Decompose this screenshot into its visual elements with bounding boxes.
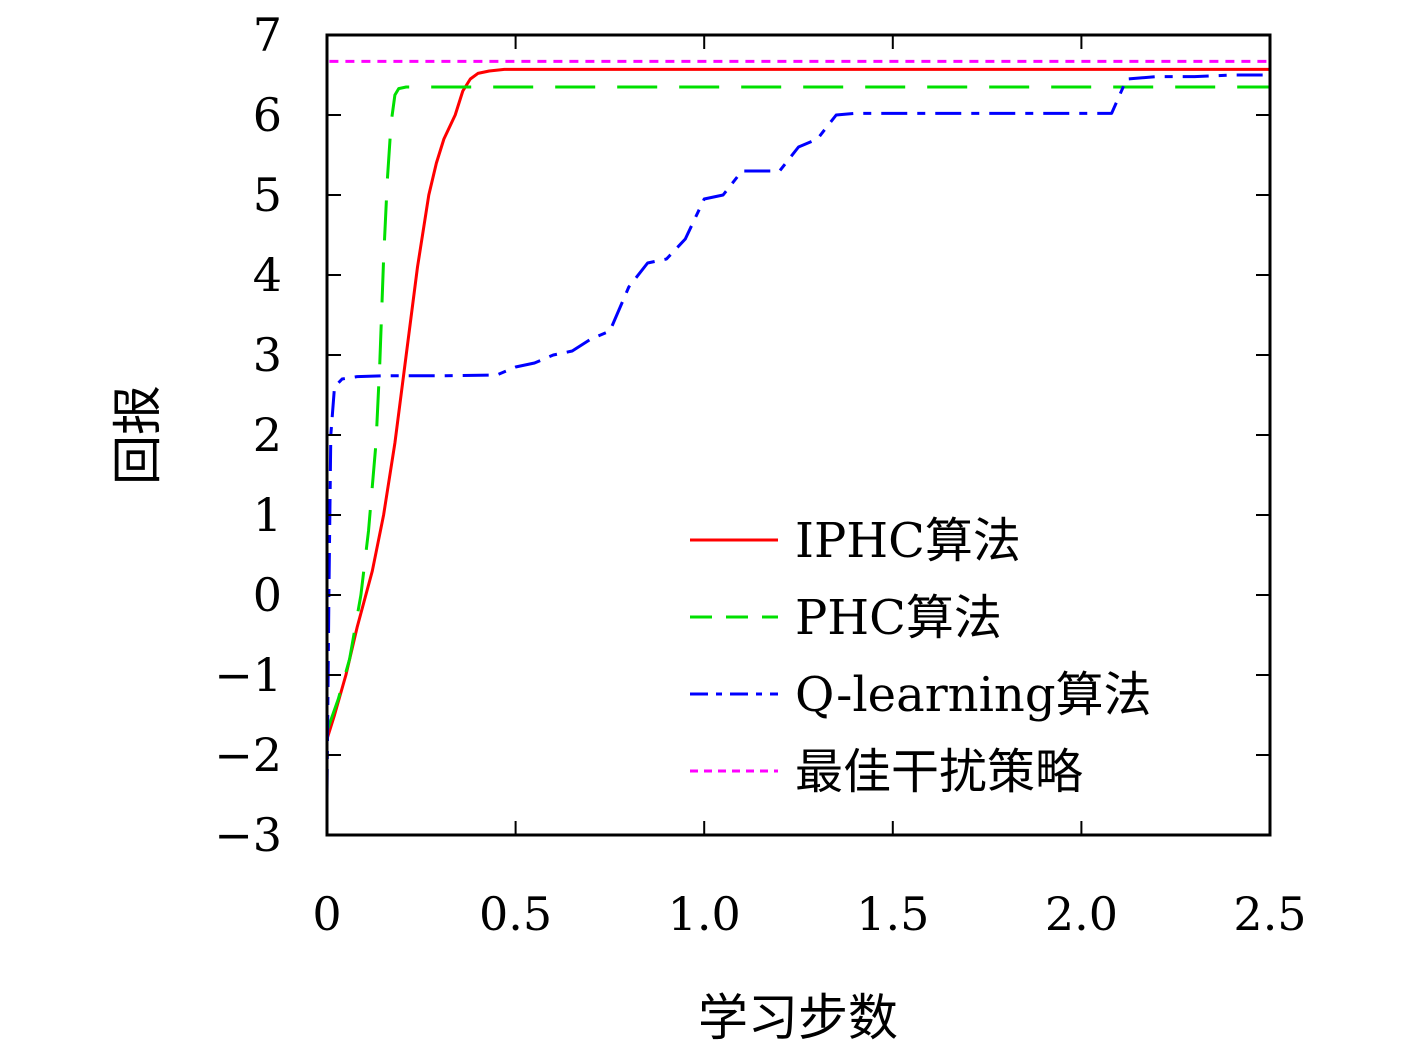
x-tick-label: 2.5 — [1233, 887, 1306, 941]
y-tick-label: 6 — [253, 88, 282, 142]
x-tick-label: 2.0 — [1045, 887, 1118, 941]
x-tick-labels: 0 0.5 1.0 1.5 2.0 2.5 — [312, 887, 1306, 941]
y-tick-label: −3 — [214, 808, 282, 862]
y-tick-label: 0 — [253, 568, 282, 622]
y-tick-label: 7 — [253, 8, 282, 62]
series-line-2 — [327, 73, 1270, 796]
series-line-3 — [327, 59, 1270, 795]
x-axis-label: 学习步数 — [698, 989, 898, 1047]
y-tick-label: 2 — [253, 408, 282, 462]
y-tick-label: −2 — [214, 728, 282, 782]
plot-area — [327, 35, 1270, 835]
y-tick-label: 5 — [253, 168, 282, 222]
legend-label-3: 最佳干扰策略 — [795, 744, 1083, 800]
y-tick-label: 1 — [253, 488, 282, 542]
series-line-1 — [327, 85, 1270, 732]
y-tick-labels: −3 −2 −1 0 1 2 3 4 5 6 7 — [214, 8, 282, 862]
series-line-0 — [327, 67, 1270, 740]
x-tick-label: 0 — [312, 887, 341, 941]
x-tick-label: 0.5 — [479, 887, 552, 941]
y-tick-label: −1 — [214, 648, 282, 702]
x-tick-label: 1.0 — [668, 887, 741, 941]
y-axis-label: 回报 — [109, 385, 167, 485]
y-tick-label: 3 — [253, 328, 282, 382]
legend-label-0: IPHC算法 — [795, 513, 1021, 569]
legend-label-1: PHC算法 — [795, 590, 1002, 646]
plot-frame — [325, 33, 1272, 837]
x-tick-label: 1.5 — [856, 887, 929, 941]
y-tick-label: 4 — [253, 248, 282, 302]
legend-label-2: Q-learning算法 — [795, 667, 1152, 723]
series-layer — [327, 59, 1270, 796]
